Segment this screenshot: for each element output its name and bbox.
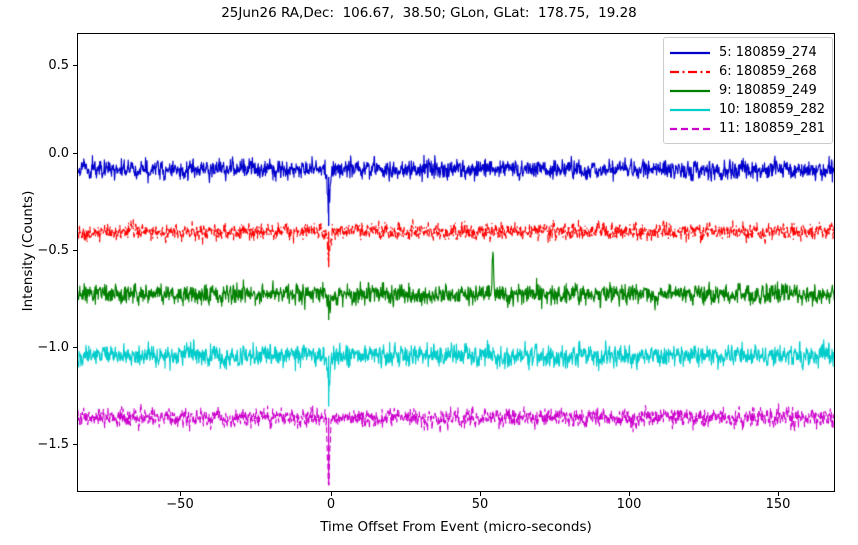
legend-box: 5: 180859_274 6: 180859_268 9: 180859_249 1… [663,37,833,144]
legend-label: 9: 180859_249 [719,83,817,98]
legend-item[interactable]: 5: 180859_274 [670,43,825,62]
y-tick-mark [73,65,77,66]
x-tick-label-0: −50 [166,497,194,512]
legend-line-swatch [670,85,710,97]
legend-label: 6: 180859_268 [719,64,817,79]
legend-item[interactable]: 6: 180859_268 [670,62,825,81]
y-tick-label-0: 0.5 [48,58,69,73]
y-tick-label-1: 0.0 [48,146,69,161]
x-axis-label: Time Offset From Event (micro-seconds) [320,519,592,535]
legend-line-swatch [670,47,710,59]
x-tick-label-3: 100 [616,497,642,512]
legend-item[interactable]: 9: 180859_249 [670,81,825,100]
x-tick-label-2: 50 [471,497,489,512]
legend-line-swatch [670,66,710,78]
y-tick-label-4: −1.5 [37,437,69,452]
legend-label: 11: 180859_281 [719,121,825,136]
x-tick-label-4: 150 [765,497,791,512]
x-tick-mark [480,492,481,496]
legend-line-swatch [670,104,710,116]
legend-label: 10: 180859_282 [719,102,825,117]
y-tick-label-3: −1.0 [37,340,69,355]
x-tick-mark [180,492,181,496]
legend-item[interactable]: 11: 180859_281 [670,119,825,138]
y-axis-label: Intensity (Counts) [20,190,36,312]
plot-area [77,33,835,492]
y-tick-mark [73,347,77,348]
x-tick-label-1: 0 [326,497,336,512]
legend-line-swatch [670,123,710,135]
x-tick-mark [331,492,332,496]
chart-title: 25Jun26 RA,Dec: 106.67, 38.50; GLon, GLa… [221,5,637,21]
x-tick-mark [778,492,779,496]
legend-label: 5: 180859_274 [719,45,817,60]
y-tick-mark [73,444,77,445]
y-tick-label-2: −0.5 [37,243,69,258]
x-tick-mark [629,492,630,496]
y-tick-mark [73,250,77,251]
y-tick-mark [73,153,77,154]
legend-item[interactable]: 10: 180859_282 [670,100,825,119]
